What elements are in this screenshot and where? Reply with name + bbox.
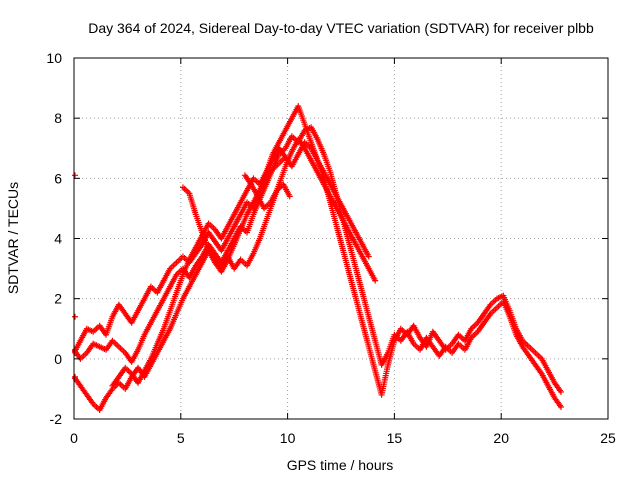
x-tick-label: 20 — [493, 430, 509, 446]
axis-ticks: 0 5 10 15 20 25 -2 0 2 4 6 8 10 — [46, 50, 616, 446]
y-tick-label: 0 — [54, 351, 62, 367]
data-point — [72, 313, 78, 320]
y-tick-label: -2 — [50, 411, 63, 427]
x-tick-label: 15 — [387, 430, 403, 446]
data-point — [365, 253, 372, 260]
data-point — [558, 388, 565, 395]
y-tick-label: 6 — [54, 170, 62, 186]
y-tick-label: 4 — [54, 231, 62, 247]
data-point — [72, 172, 78, 179]
chart-title: Day 364 of 2024, Sidereal Day-to-day VTE… — [88, 20, 594, 36]
data-point — [558, 403, 565, 410]
x-tick-label: 5 — [177, 430, 185, 446]
y-tick-label: 8 — [54, 110, 62, 126]
y-axis-label: SDTVAR / TECUs — [5, 182, 21, 294]
data-point — [372, 277, 379, 284]
y-tick-label: 2 — [54, 291, 62, 307]
x-tick-label: 25 — [600, 430, 616, 446]
x-tick-label: 10 — [280, 430, 296, 446]
data-marks — [72, 103, 565, 413]
data-point — [282, 154, 289, 161]
grid — [74, 58, 608, 419]
data-point — [286, 193, 293, 200]
y-tick-label: 10 — [46, 50, 62, 66]
x-axis-label: GPS time / hours — [287, 457, 394, 473]
x-tick-label: 0 — [70, 430, 78, 446]
